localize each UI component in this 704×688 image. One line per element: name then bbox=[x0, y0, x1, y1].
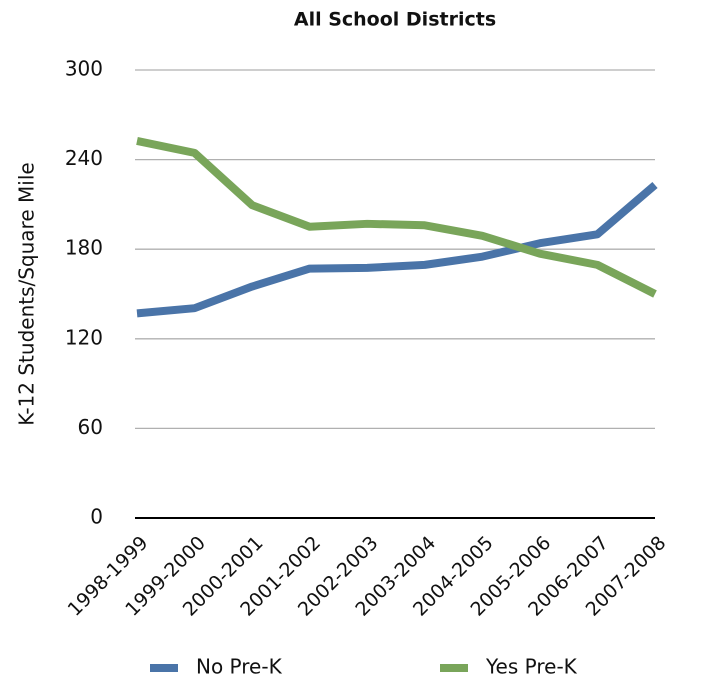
y-tick-label: 120 bbox=[65, 325, 103, 349]
y-tick-label: 300 bbox=[65, 57, 103, 81]
y-tick-label: 180 bbox=[65, 236, 103, 260]
legend-label: Yes Pre-K bbox=[485, 655, 578, 679]
y-tick-label: 0 bbox=[90, 505, 103, 529]
legend-label: No Pre-K bbox=[196, 655, 283, 679]
y-axis-label: K-12 Students/Square Mile bbox=[15, 162, 39, 425]
line bbox=[136, 181, 658, 318]
chart-title: All School Districts bbox=[294, 9, 496, 31]
line bbox=[136, 137, 657, 298]
y-tick-label: 240 bbox=[65, 146, 103, 170]
y-tick-label: 60 bbox=[78, 415, 103, 439]
